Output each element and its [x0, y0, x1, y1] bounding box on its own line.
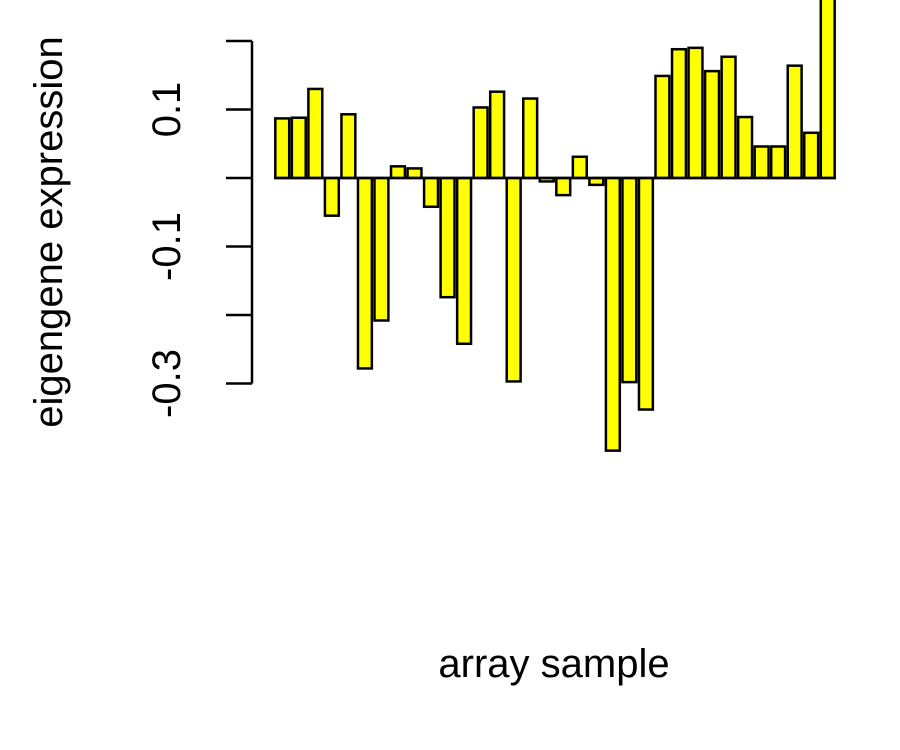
y-tick-label: 0.1 — [145, 82, 189, 138]
y-axis-label: eigengene expression — [27, 36, 71, 427]
bar-sample-5 — [340, 113, 357, 180]
bar-sample-13 — [472, 106, 489, 180]
bar-sample-25 — [670, 47, 688, 180]
bar-sample-31 — [769, 145, 787, 180]
bar-sample-19 — [571, 155, 588, 180]
bar-sample-27 — [703, 69, 721, 180]
y-tick-label: -0.3 — [145, 349, 189, 418]
bar-sample-9 — [406, 167, 423, 180]
bar-sample-3 — [307, 87, 324, 180]
bar-sample-16 — [522, 97, 539, 180]
bar-sample-11 — [439, 176, 456, 299]
bar-sample-32 — [786, 64, 803, 180]
bar-sample-15 — [505, 176, 522, 383]
bars-group — [274, 0, 836, 452]
bar-sample-4 — [323, 176, 341, 217]
y-ticks-group: -0.3 -0.1 0.1 — [145, 39, 252, 418]
bar-sample-28 — [720, 55, 737, 180]
bar-sample-18 — [555, 176, 572, 197]
bar-sample-6 — [356, 176, 374, 370]
bar-sample-1 — [274, 117, 291, 180]
x-axis-label: array sample — [438, 642, 669, 686]
bar-sample-24 — [654, 74, 671, 180]
bar-sample-34 — [819, 0, 836, 180]
bar-sample-7 — [373, 176, 390, 322]
bar-sample-22 — [621, 176, 638, 384]
bar-sample-14 — [488, 90, 506, 180]
bar-sample-33 — [803, 131, 820, 180]
bar-sample-26 — [687, 46, 704, 180]
bar-sample-30 — [753, 145, 770, 180]
bar-sample-21 — [604, 176, 622, 452]
bar-sample-23 — [637, 176, 655, 411]
bar-sample-29 — [736, 115, 754, 180]
bar-sample-8 — [389, 165, 407, 180]
bar-sample-2 — [290, 116, 307, 180]
bar-sample-12 — [455, 176, 473, 346]
bar-sample-10 — [422, 176, 440, 209]
y-tick-label: -0.1 — [145, 212, 189, 281]
